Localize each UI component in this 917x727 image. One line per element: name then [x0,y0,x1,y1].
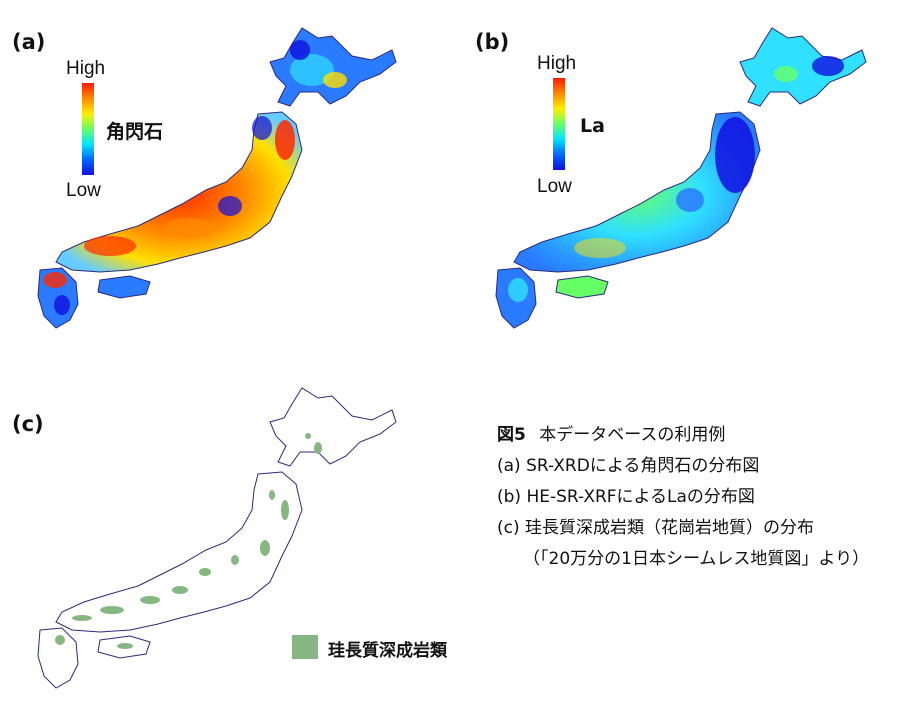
caption-item-c: (c) 珪長質深成岩類（花崗岩地質）の分布 [497,518,815,538]
panel-a-colorbar [82,83,94,175]
caption-figure-label: 図5 [497,425,526,445]
panel-b-colorbar-high: High [537,53,577,74]
map-c-felsic-patches [55,433,322,649]
caption-item-a: (a) SR-XRDによる角閃石の分布図 [497,456,760,476]
map-a-honshu [55,111,303,273]
legend-swatch-felsic [292,635,318,659]
map-c-hokkaido [269,387,397,467]
caption-item-b: (b) HE-SR-XRFによるLaの分布図 [497,487,755,507]
legend-label-felsic: 珪長質深成岩類 [328,641,447,661]
panel-b-colorbar-title: La [580,115,605,137]
caption-figure-title: 本データベースの利用例 [539,425,726,445]
map-c-kyushu [37,627,79,689]
panel-c-label: (c) [12,412,44,436]
panel-b-colorbar-low: Low [537,176,572,197]
panel-b-label: (b) [475,30,510,54]
panel-a-label: (a) [12,30,46,54]
panel-a-colorbar-high: High [66,58,106,79]
panel-a-colorbar-title: 角閃石 [106,121,164,143]
panel-b-colorbar [553,78,565,170]
map-a-shikoku [97,275,151,299]
caption-item-c-source: （「20万分の1日本シームレス地質図」より） [523,549,870,569]
map-b-hokkaido [739,27,867,107]
panel-a-colorbar-low: Low [66,180,101,201]
map-c-honshu [55,471,303,633]
map-b-shikoku [555,275,609,299]
caption-title-line: 図5 本データベースの利用例 [497,420,869,451]
figure-caption: 図5 本データベースの利用例 (a) SR-XRDによる角閃石の分布図 (b) … [497,420,869,575]
